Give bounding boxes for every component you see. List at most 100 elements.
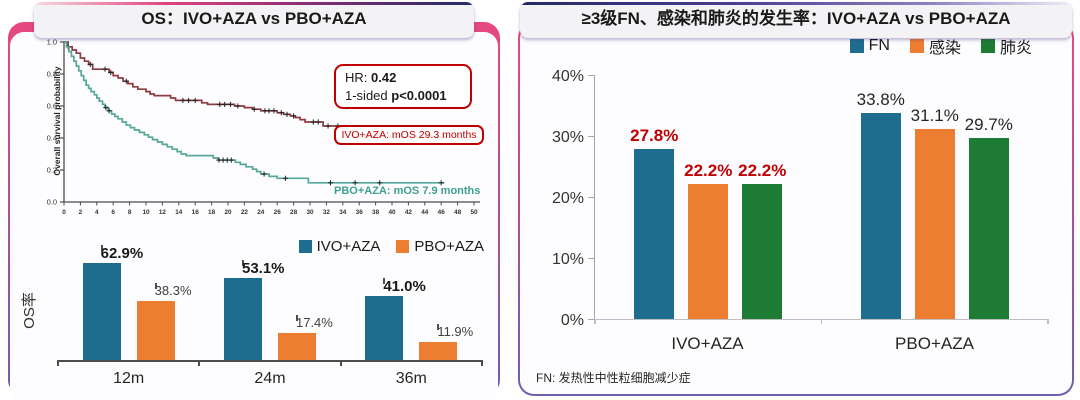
bar-PBO+AZA-36m: 11.9% bbox=[419, 323, 473, 360]
km-ytick-label: 0.8 bbox=[47, 70, 57, 79]
category-label-36m: 36m bbox=[395, 370, 427, 387]
os-panel-title: OS：IVO+AZA vs PBO+AZA bbox=[34, 2, 474, 38]
km-xtick-label: 36 bbox=[356, 209, 364, 216]
km-ytick-label: 0.2 bbox=[47, 166, 57, 175]
axis-tick bbox=[820, 319, 822, 324]
os-panel-frame: Overall survival probability 1.0 0.8 0.6 0.… bbox=[8, 22, 500, 400]
os-panel: Overall survival probability 1.0 0.8 0.6 0.… bbox=[10, 32, 498, 400]
km-xtick-label: 8 bbox=[128, 209, 132, 216]
footnote: FN: 发热性中性粒细胞减少症 bbox=[536, 371, 691, 385]
ae-ytick-label: 10% bbox=[551, 251, 584, 268]
category-label-IVO+AZA: IVO+AZA bbox=[671, 334, 744, 353]
os-rate-y-axis-label: OS率 bbox=[20, 292, 38, 329]
bar-value-label: 22.2% bbox=[738, 160, 787, 180]
ae-ytick-mark bbox=[588, 74, 594, 76]
bar-value-label: 33.8% bbox=[856, 89, 905, 109]
pvalue-line: 1-sided p<0.0001 bbox=[345, 87, 447, 103]
km-xtick-label: 24 bbox=[257, 209, 265, 216]
bar-IVO+AZA-24m: 53.1% bbox=[223, 259, 285, 360]
legend-swatch-icon bbox=[909, 39, 924, 53]
legend-swatch-icon bbox=[298, 240, 312, 253]
km-xtick-label: 42 bbox=[405, 209, 413, 216]
os-rate-category-axis: 12m 24m 36m bbox=[58, 370, 482, 388]
km-xtick-label: 20 bbox=[224, 209, 232, 216]
km-xtick-label: 40 bbox=[388, 209, 396, 216]
legend-item-感染: 感染 bbox=[909, 34, 961, 58]
bar-value-label: 41.0% bbox=[383, 278, 426, 296]
bar-group-24m: 53.1% 17.4% bbox=[199, 258, 340, 360]
legend-label: FN bbox=[868, 37, 890, 54]
km-xtick-label: 4 bbox=[95, 209, 99, 216]
legend-item-PBO+AZA: PBO+AZA bbox=[396, 238, 484, 255]
legend-swatch-icon bbox=[849, 39, 864, 53]
legend-item-FN: FN bbox=[849, 37, 890, 55]
bar-value-label: 53.1% bbox=[241, 259, 285, 277]
km-xtick-label: 12 bbox=[159, 209, 167, 216]
km-curves-svg: 1.00.80.60.40.20.00 2 4 6 8 10 12 14 16 18 20 22 24 2… bbox=[47, 38, 480, 216]
bar-value-label: 29.7% bbox=[964, 114, 1013, 134]
km-xtick-label: 34 bbox=[339, 209, 347, 216]
legend-label: PBO+AZA bbox=[414, 238, 484, 255]
km-xtick-label: 14 bbox=[175, 209, 183, 216]
hr-annotation-box: HR: 0.42 1-sided p<0.0001 bbox=[334, 64, 472, 110]
ae-ytick-mark bbox=[588, 318, 594, 320]
km-curve-PBO+AZA bbox=[64, 41, 445, 184]
bar-value-label: 22.2% bbox=[684, 160, 733, 180]
bar-FN-IVO+AZA: 27.8% bbox=[630, 126, 678, 319]
bar-IVO+AZA-36m: 41.0% bbox=[365, 278, 426, 360]
ae-ytick-label: 40% bbox=[551, 68, 584, 85]
os-rate-bar-chart: OS率 IVO+AZA PBO+AZA 62.9% 38.3% 53.1% 17.4% 4… bbox=[16, 236, 492, 388]
ae-ytick-label: 0% bbox=[560, 312, 584, 329]
axis-tick bbox=[594, 319, 596, 324]
bar-感染-IVO+AZA: 22.2% bbox=[684, 161, 732, 319]
ae-ytick-mark bbox=[588, 196, 594, 198]
ae-ytick-mark bbox=[588, 135, 594, 137]
bar-group-PBO+AZA: 33.8% 31.1% 29.7% bbox=[822, 75, 1049, 319]
km-xtick-label: 30 bbox=[306, 209, 314, 216]
bar-group-12m: 62.9% 38.3% bbox=[58, 244, 199, 360]
axis-tick bbox=[481, 360, 483, 366]
ivo-mos-label: IVO+AZA: mOS 29.3 months bbox=[334, 125, 484, 145]
bar-肺炎-PBO+AZA: 29.7% bbox=[965, 115, 1013, 319]
legend-item-IVO+AZA: IVO+AZA bbox=[298, 238, 380, 255]
km-survival-plot: Overall survival probability 1.0 0.8 0.6 0.… bbox=[16, 32, 494, 234]
ae-panel-title-text: ≥3级FN、感染和肺炎的发生率：IVO+AZA vs PBO+AZA bbox=[581, 9, 1011, 28]
os-rate-plot-area: 62.9% 38.3% 53.1% 17.4% 41.0% 11.9% bbox=[57, 244, 483, 366]
bar-value-label: 62.9% bbox=[100, 244, 144, 262]
km-xtick-label: 18 bbox=[208, 209, 216, 216]
bar-value-label: 11.9% bbox=[437, 323, 474, 339]
km-xtick-label: 2 bbox=[79, 209, 83, 216]
bar-PBO+AZA-24m: 17.4% bbox=[277, 315, 333, 360]
bar-FN-PBO+AZA: 33.8% bbox=[857, 90, 905, 319]
axis-tick bbox=[198, 360, 201, 366]
km-xtick-label: 10 bbox=[142, 209, 150, 216]
ae-section: ≥3级FN、感染和肺炎的发生率：IVO+AZA vs PBO+AZA FN 感染 肺… bbox=[518, 0, 1074, 400]
category-label-24m: 24m bbox=[254, 370, 286, 387]
ae-ytick-label: 30% bbox=[551, 129, 584, 146]
km-xtick-label: 0 bbox=[62, 209, 66, 216]
hr-line: HR: 0.42 bbox=[345, 70, 397, 85]
category-label-PBO+AZA: PBO+AZA bbox=[895, 334, 974, 353]
bar-value-label: 38.3% bbox=[154, 282, 192, 298]
km-xtick-label: 22 bbox=[241, 209, 249, 216]
os-panel-title-text: OS：IVO+AZA vs PBO+AZA bbox=[141, 9, 367, 28]
ae-plot-area: 27.8% 22.2% 22.2% 33.8% 31.1% 29.7% bbox=[594, 75, 1049, 324]
km-xtick-label: 32 bbox=[323, 209, 331, 216]
km-xtick-label: 48 bbox=[454, 209, 462, 216]
ae-ytick-label: 20% bbox=[551, 190, 584, 207]
legend-label: 感染 bbox=[928, 40, 961, 57]
ae-panel: FN 感染 肺炎 27.8% 22.2% 22.2% 33.8% 31.1% 29.7% IV… bbox=[520, 24, 1072, 394]
km-xtick-label: 50 bbox=[470, 209, 478, 216]
os-section: OS：IVO+AZA vs PBO+AZA Overall survival p… bbox=[8, 0, 500, 400]
ae-bar-chart: 27.8% 22.2% 22.2% 33.8% 31.1% 29.7% IVO+AZA PB… bbox=[538, 60, 1062, 360]
km-xtick-label: 16 bbox=[192, 209, 200, 216]
km-ytick-label: 0.0 bbox=[47, 198, 57, 207]
legend-swatch-icon bbox=[980, 39, 995, 53]
category-label-12m: 12m bbox=[113, 370, 145, 387]
bar-肺炎-IVO+AZA: 22.2% bbox=[738, 161, 786, 319]
legend-swatch-icon bbox=[396, 240, 410, 253]
legend-label: 肺炎 bbox=[999, 40, 1032, 57]
km-ytick-label: 0.4 bbox=[47, 134, 57, 143]
bar-value-label: 31.1% bbox=[910, 106, 959, 126]
